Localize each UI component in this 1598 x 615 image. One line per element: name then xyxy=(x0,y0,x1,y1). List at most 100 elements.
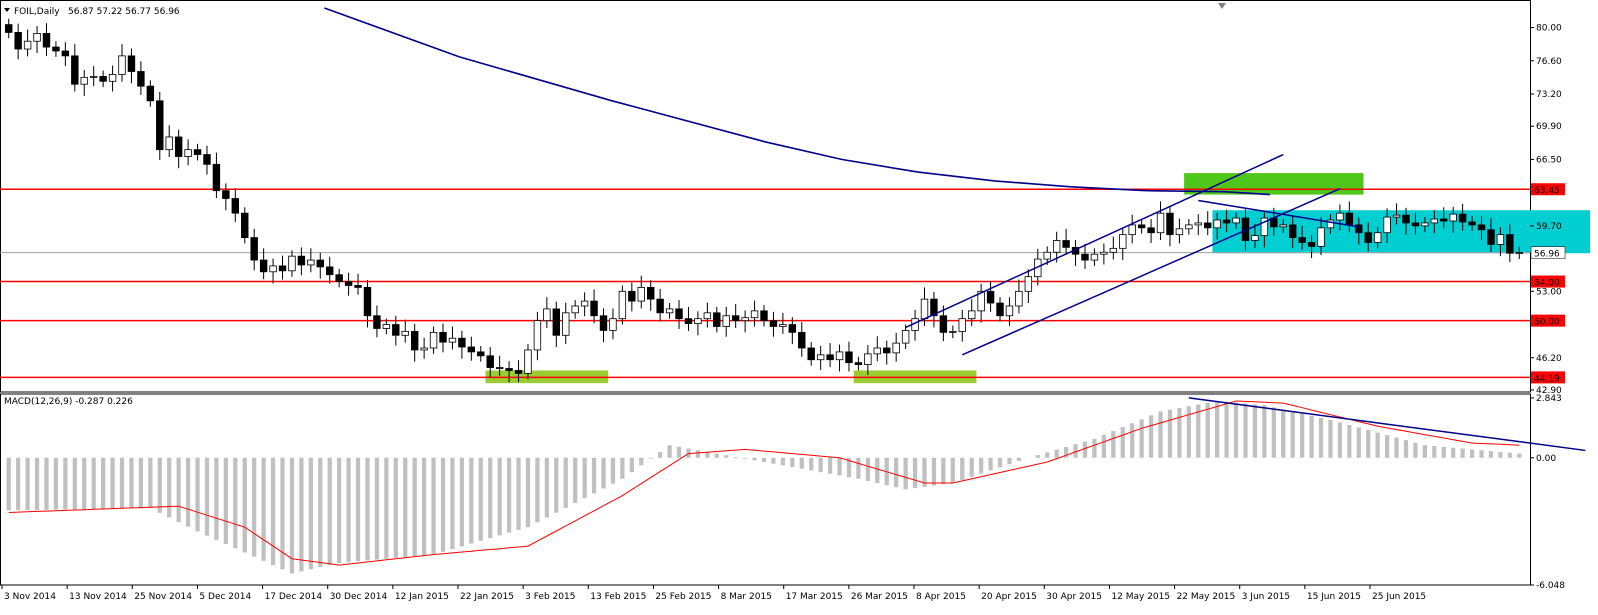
candle-body xyxy=(52,46,60,52)
price-axis-label: 80.00 xyxy=(1536,24,1562,34)
candle-body xyxy=(1392,214,1401,218)
candle-body xyxy=(1496,234,1505,245)
candle-body xyxy=(326,266,334,276)
candle-body xyxy=(420,347,428,351)
candle-body xyxy=(448,337,457,343)
candle-body xyxy=(1052,240,1061,253)
candle-body xyxy=(524,349,532,374)
candle-body xyxy=(118,55,126,75)
candle-body xyxy=(89,75,98,78)
candle-body xyxy=(826,354,834,361)
time-axis-label: 8 Apr 2015 xyxy=(916,592,966,602)
candle-body xyxy=(599,315,608,331)
candle-body xyxy=(807,347,815,361)
price-axis-label: 66.50 xyxy=(1536,155,1562,165)
candle-body xyxy=(382,324,391,329)
channel-trend-line xyxy=(961,188,1341,356)
candle-body xyxy=(486,355,494,368)
candle-body xyxy=(760,310,768,322)
candle-body xyxy=(647,287,655,300)
candle-body xyxy=(930,298,938,317)
time-axis-label: 8 Mar 2015 xyxy=(721,592,772,602)
candle-body xyxy=(1279,224,1287,228)
macd-trend-line xyxy=(1188,397,1586,452)
candle-body xyxy=(1090,253,1099,261)
time-axis-label: 30 Dec 2014 xyxy=(330,592,388,602)
candle-body xyxy=(429,331,438,349)
candle-body xyxy=(684,318,693,324)
candle-body xyxy=(1288,224,1297,238)
candle-body xyxy=(845,351,853,364)
candle-body xyxy=(769,320,778,327)
candle-body xyxy=(1005,305,1014,317)
price-axis-label: 42.90 xyxy=(1536,386,1562,396)
candle-body xyxy=(61,50,70,57)
candle-body xyxy=(174,136,183,157)
candle-body xyxy=(1024,276,1033,292)
candle-body xyxy=(609,318,617,331)
candle-body xyxy=(873,347,881,355)
candle-body xyxy=(1156,212,1165,234)
candle-body xyxy=(1175,228,1184,236)
candle-body xyxy=(816,354,825,361)
candle-body xyxy=(552,308,561,336)
candle-body xyxy=(590,300,598,317)
candle-body xyxy=(1128,224,1136,236)
candle-body xyxy=(901,330,910,344)
price-axis-label: 46.20 xyxy=(1536,354,1562,364)
price-level-label: 63.45 xyxy=(1534,186,1560,196)
candle-body xyxy=(1506,234,1514,254)
price-level-label-bg xyxy=(1531,275,1565,288)
candle-body xyxy=(1015,290,1023,307)
candle-body xyxy=(1109,247,1118,253)
candle-body xyxy=(1411,222,1420,227)
candle-body xyxy=(184,149,192,157)
time-axis-label: 3 Feb 2015 xyxy=(525,592,575,602)
candle-body xyxy=(779,324,787,327)
candle-body xyxy=(99,75,107,82)
candle-body xyxy=(958,318,966,332)
macd-panel-frame xyxy=(0,393,1531,586)
current-price-label-bg xyxy=(1530,246,1566,259)
candle-body xyxy=(694,318,702,324)
candle-body xyxy=(1440,218,1448,222)
candle-body xyxy=(1062,240,1070,248)
candle-body xyxy=(1449,213,1457,222)
candle-body xyxy=(14,32,22,50)
candle-body xyxy=(477,351,485,357)
macd-title: MACD(12,26,9) -0.287 0.226 xyxy=(4,397,133,407)
time-axis-label: 13 Feb 2015 xyxy=(590,592,646,602)
candle-body xyxy=(892,342,900,354)
candle-body xyxy=(967,310,976,320)
candle-body xyxy=(750,310,759,319)
candle-body xyxy=(288,255,296,272)
time-axis-label: 20 Apr 2015 xyxy=(981,592,1037,602)
time-axis-label: 25 Jun 2015 xyxy=(1372,592,1426,602)
candle-body xyxy=(1298,237,1306,243)
candle-body xyxy=(335,274,343,282)
candle-body xyxy=(533,320,542,351)
candle-body xyxy=(1222,219,1231,224)
candle-body xyxy=(580,300,589,307)
candle-body xyxy=(883,347,891,354)
price-axis-label: 69.90 xyxy=(1536,122,1562,132)
shift-marker-icon xyxy=(1218,3,1226,9)
time-axis-label: 13 Nov 2014 xyxy=(69,592,127,602)
candle-body xyxy=(675,308,683,320)
candle-body xyxy=(1137,224,1146,229)
candle-body xyxy=(1307,242,1316,247)
candle-body xyxy=(458,337,466,348)
price-level-label: 44.19 xyxy=(1534,374,1560,384)
candle-body xyxy=(80,76,88,85)
candle-body xyxy=(373,315,381,329)
candle-body xyxy=(203,154,211,165)
candle-body xyxy=(1260,217,1269,237)
symbol-dropdown-icon[interactable] xyxy=(4,8,10,12)
candle-body xyxy=(297,255,306,266)
time-axis-label: 12 Jan 2015 xyxy=(395,592,449,602)
candle-body xyxy=(5,24,13,33)
time-axis-label: 22 Jan 2015 xyxy=(460,592,514,602)
candle-body xyxy=(344,281,353,286)
time-axis-label: 25 Feb 2015 xyxy=(655,592,711,602)
